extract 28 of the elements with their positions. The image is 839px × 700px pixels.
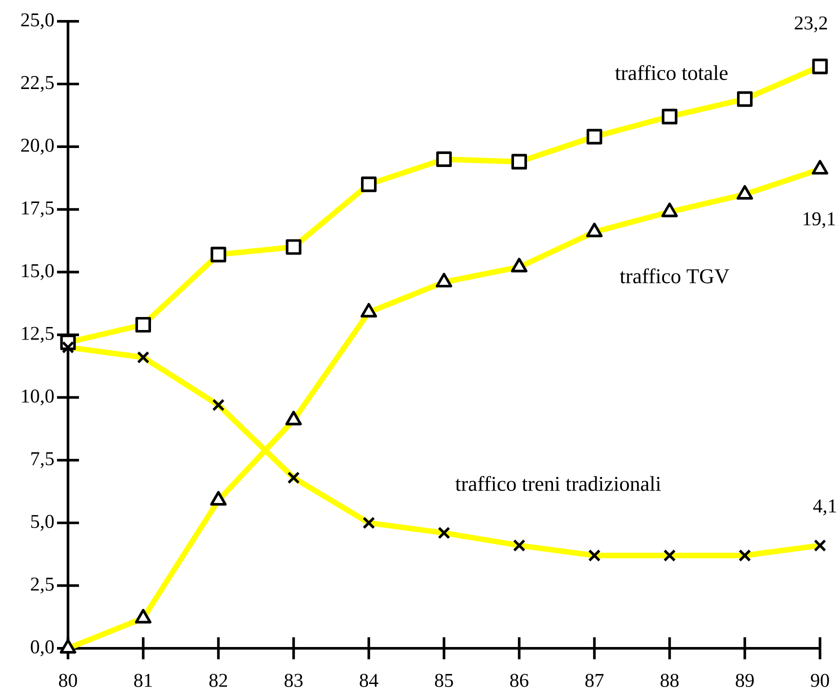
y-tick-label: 10,0 [22,390,54,406]
y-tick-label: 22,5 [21,76,54,92]
x-tick-label: 80 [58,674,78,687]
y-tick-label: 12,5 [22,326,54,343]
x-tick-label: 84 [360,674,378,687]
y-tick-label: 15,0 [22,264,54,280]
data-label: 23,2 [794,16,827,32]
y-tick-label: 25,0 [21,13,54,30]
x-tick-label: 82 [209,674,228,687]
x-tick-label: 87 [585,674,604,687]
x-tick-label: 85 [434,674,453,687]
y-tick-label: 17,5 [22,201,54,218]
y-tick-label: 2,5 [30,578,54,594]
data-label: 4,1 [813,500,836,516]
y-tick-label: 0,0 [30,640,54,656]
series-label: traffico treni tradizionali [455,476,661,491]
data-label: 19,1 [804,212,835,228]
series-label: traffico TGV [620,268,730,284]
y-tick-label: 5,0 [31,514,54,531]
x-tick-label: 89 [736,674,754,687]
x-tick-label: 88 [660,674,679,687]
x-tick-label: 90 [810,674,829,687]
x-tick-label: 86 [510,674,528,687]
y-tick-label: 7,5 [31,452,54,468]
x-tick-label: 83 [284,674,303,687]
y-tick-label: 20,0 [21,138,54,155]
x-tick-label: 81 [134,674,152,687]
series-label: traffico totale [615,65,728,80]
